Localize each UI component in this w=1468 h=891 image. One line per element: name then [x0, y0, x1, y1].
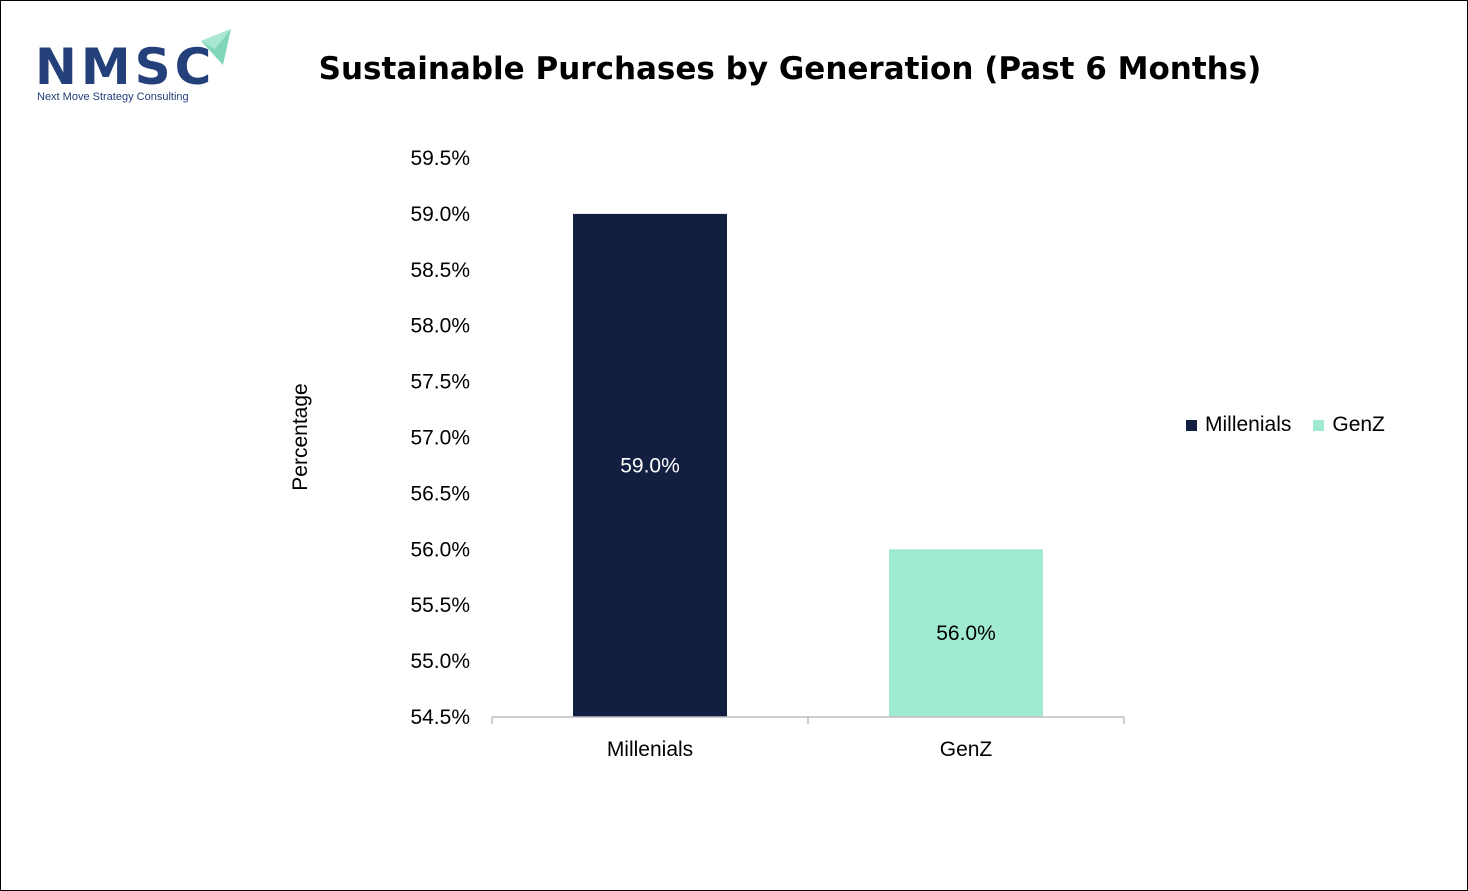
y-tick-label: 57.5%	[410, 371, 470, 394]
y-tick-label: 54.5%	[410, 706, 470, 729]
y-tick-label: 58.0%	[410, 315, 470, 338]
bar-genz	[889, 549, 1043, 717]
x-tick-label: GenZ	[940, 738, 993, 761]
legend-swatch	[1186, 419, 1197, 431]
logo-subtext: Next Move Strategy Consulting	[37, 91, 189, 103]
legend-item-millenials: Millenials	[1186, 413, 1291, 437]
y-axis: 54.5% 55.0% 55.5% 56.0% 56.5% 57.0% 57.5% 58.0%…	[410, 147, 470, 729]
legend: Millenials GenZ	[1186, 413, 1407, 437]
data-label: 56.0%	[936, 622, 996, 645]
y-tick-label: 55.5%	[410, 594, 470, 617]
company-logo: NMSC Next Move Strategy Consulting	[35, 29, 235, 109]
y-axis-label: Percentage	[289, 383, 312, 490]
y-tick-label: 59.5%	[410, 147, 470, 170]
legend-swatch	[1313, 419, 1325, 431]
bar-millenials	[573, 213, 727, 717]
data-label: 59.0%	[620, 454, 680, 477]
paper-plane-icon	[201, 29, 231, 65]
chart-title: Sustainable Purchases by Generation (Pas…	[318, 51, 1262, 87]
logo-text: NMSC	[35, 38, 216, 96]
y-tick-label: 55.0%	[410, 650, 470, 673]
x-tick-label: Millenials	[607, 738, 693, 761]
legend-label: GenZ	[1332, 413, 1385, 436]
y-tick-label: 56.5%	[410, 482, 470, 505]
legend-item-genz: GenZ	[1313, 413, 1385, 437]
y-tick-label: 56.0%	[410, 538, 470, 561]
x-axis: Millenials GenZ	[491, 716, 1125, 761]
y-tick-label: 57.0%	[410, 427, 470, 450]
legend-label: Millenials	[1205, 413, 1292, 436]
bar-series: 59.0% 56.0%	[573, 213, 1043, 717]
y-tick-label: 58.5%	[410, 259, 470, 282]
y-tick-label: 59.0%	[410, 203, 470, 226]
